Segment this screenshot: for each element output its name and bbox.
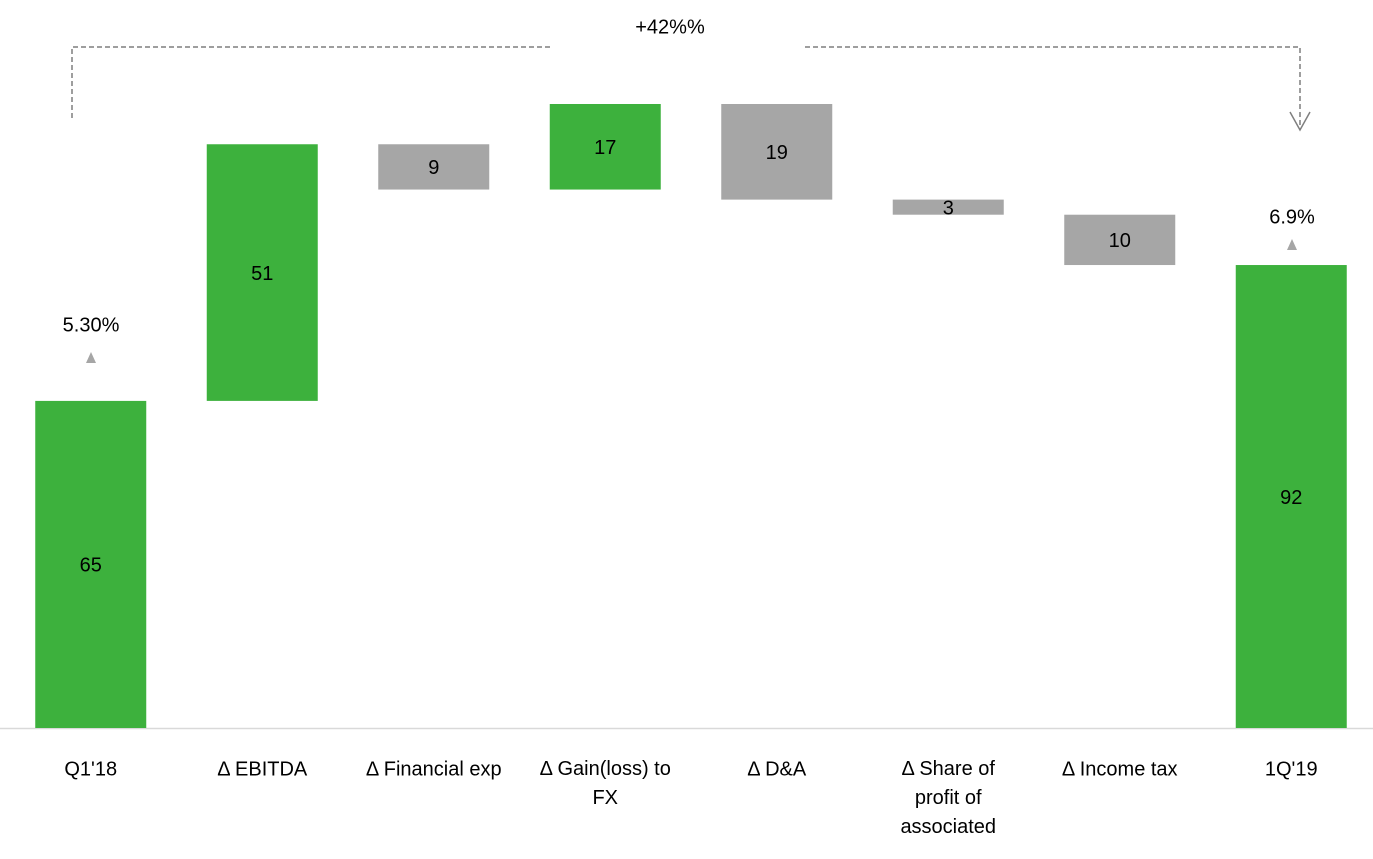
marker — [86, 352, 96, 363]
x-tick-label: Q1'18 — [64, 758, 117, 780]
end-margin-label: 6.9% — [1269, 206, 1315, 228]
bar — [206, 144, 318, 401]
value-label: 10 — [1109, 230, 1131, 252]
x-tick-label: Δ EBITDA — [217, 758, 308, 780]
value-label: 92 — [1280, 487, 1302, 509]
x-tick-label: Δ Gain(loss) to FX — [540, 758, 671, 809]
arrow-head — [1289, 111, 1311, 132]
x-tick-label: Δ Financial exp — [366, 758, 502, 780]
bar — [35, 400, 147, 728]
x-tick-label: Δ Share of profit of associated — [900, 758, 996, 838]
bracket — [71, 46, 1301, 130]
value-label: 65 — [80, 555, 102, 577]
x-tick-label: Δ D&A — [747, 758, 807, 780]
value-label: 9 — [428, 157, 439, 179]
x-tick-label: Δ Income tax — [1062, 758, 1178, 780]
change-label: +42%% — [635, 16, 705, 38]
bar — [892, 199, 1004, 215]
x-tick-label: 1Q'19 — [1265, 758, 1318, 780]
value-label: 17 — [594, 137, 616, 159]
bar — [378, 144, 490, 190]
bar — [1064, 214, 1176, 266]
value-label: 19 — [766, 142, 788, 164]
value-label: 3 — [943, 197, 954, 219]
bar — [1235, 265, 1347, 728]
value-label: 51 — [251, 263, 273, 285]
bar — [721, 104, 833, 200]
marker — [1287, 239, 1297, 250]
start-margin-label: 5.30% — [63, 314, 120, 336]
bar — [549, 104, 661, 190]
